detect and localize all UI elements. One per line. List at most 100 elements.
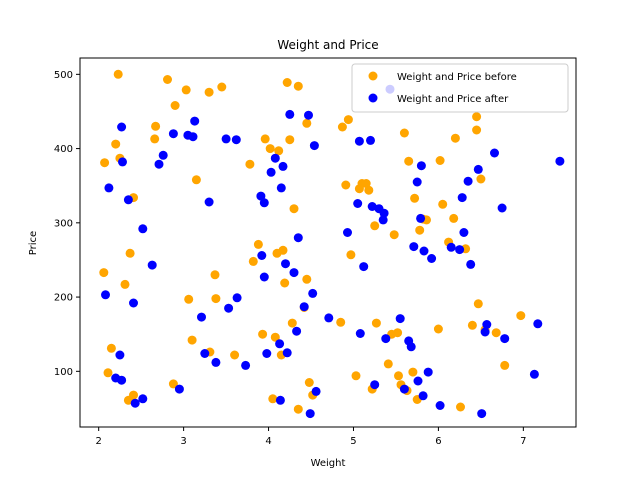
point-after: [117, 375, 127, 385]
point-after: [101, 290, 110, 300]
point-before: [516, 311, 526, 321]
point-after: [555, 156, 565, 166]
legend-marker-before: [368, 71, 378, 81]
point-before: [415, 225, 425, 235]
point-before: [125, 248, 135, 258]
point-before: [433, 324, 443, 334]
point-before: [106, 343, 116, 353]
point-after: [118, 157, 127, 167]
point-after: [378, 215, 388, 225]
chart-title: Weight and Price: [277, 38, 378, 52]
point-after: [418, 391, 428, 401]
point-before: [210, 270, 220, 280]
point-after: [354, 136, 364, 146]
point-before: [211, 294, 221, 304]
point-before: [302, 274, 312, 284]
x-axis-label: Weight: [311, 458, 346, 469]
point-after: [115, 350, 125, 360]
point-before: [399, 128, 409, 138]
point-after: [381, 334, 391, 344]
point-before: [408, 367, 418, 377]
point-before: [302, 118, 312, 128]
point-before: [438, 199, 448, 209]
point-before: [456, 402, 465, 412]
point-before: [472, 112, 482, 122]
point-after: [266, 167, 276, 177]
point-before: [341, 180, 351, 190]
point-after: [259, 272, 269, 282]
point-after: [304, 110, 313, 120]
point-before: [151, 121, 161, 131]
y-tick-label: 400: [54, 144, 73, 155]
point-after: [423, 367, 433, 377]
point-before: [253, 239, 263, 249]
point-after: [147, 260, 157, 270]
point-after: [395, 314, 405, 324]
point-before: [287, 318, 297, 328]
point-before: [150, 134, 160, 144]
point-after: [343, 228, 352, 237]
point-after: [275, 395, 285, 405]
point-before: [472, 125, 482, 135]
point-after: [278, 161, 288, 171]
point-after: [533, 319, 543, 329]
point-after: [174, 384, 184, 394]
legend: Weight and Price before Weight and Price…: [351, 63, 569, 113]
point-before: [371, 318, 381, 328]
point-after: [497, 203, 507, 213]
point-after: [324, 313, 334, 323]
point-before: [260, 134, 270, 144]
point-after: [188, 132, 198, 142]
point-after: [305, 409, 315, 419]
point-before: [383, 359, 393, 369]
point-before: [113, 69, 123, 79]
point-before: [336, 317, 346, 327]
point-before: [364, 185, 374, 195]
point-after: [309, 141, 319, 151]
x-tick-label: 6: [435, 436, 441, 447]
point-after: [413, 376, 423, 386]
point-before: [389, 230, 399, 240]
y-tick-label: 200: [54, 293, 73, 304]
legend-box: [351, 63, 569, 113]
point-after: [379, 208, 389, 218]
point-before: [168, 379, 178, 389]
point-after: [221, 134, 231, 144]
point-after: [276, 183, 286, 193]
point-after: [270, 153, 280, 163]
point-after: [490, 148, 499, 158]
point-before: [187, 335, 197, 345]
point-before: [500, 360, 510, 370]
point-after: [409, 242, 419, 252]
point-before: [245, 159, 255, 169]
point-before: [191, 175, 201, 185]
point-after: [480, 327, 490, 337]
point-after: [211, 357, 221, 367]
point-after: [232, 293, 242, 303]
point-after: [262, 349, 272, 358]
point-before: [410, 193, 420, 203]
x-tick-label: 7: [520, 436, 526, 447]
point-after: [138, 224, 148, 234]
point-after: [406, 342, 416, 352]
point-before: [393, 328, 403, 338]
point-after: [367, 202, 377, 211]
point-after: [117, 122, 127, 132]
point-after: [104, 183, 114, 193]
point-after: [168, 129, 178, 139]
point-before: [285, 135, 295, 145]
x-tick-label: 4: [265, 436, 271, 447]
point-after: [412, 177, 422, 187]
point-after: [370, 380, 380, 390]
point-after: [154, 159, 164, 169]
y-axis-label: Price: [28, 231, 39, 255]
point-after: [293, 233, 303, 243]
point-after: [197, 312, 206, 322]
point-before: [449, 213, 459, 223]
point-after: [446, 242, 456, 252]
point-after: [282, 348, 292, 358]
point-after: [231, 135, 241, 145]
point-before: [293, 81, 303, 91]
y-tick-label: 500: [54, 70, 73, 81]
